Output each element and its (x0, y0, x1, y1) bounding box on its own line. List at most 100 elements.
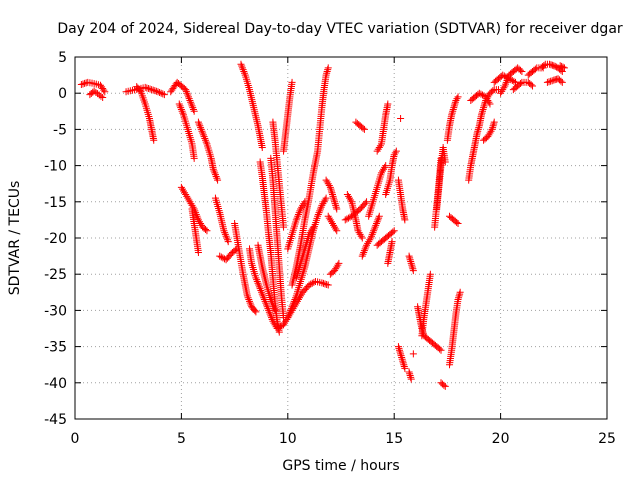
data-point (238, 62, 246, 70)
data-point (489, 122, 497, 130)
data-point (224, 236, 232, 244)
grid (75, 57, 607, 419)
data-point (409, 350, 417, 358)
data-point (314, 210, 322, 218)
data-point (359, 250, 367, 258)
data-point (323, 67, 331, 75)
data-point (294, 212, 302, 220)
data-point (437, 346, 445, 354)
data-point (314, 212, 322, 220)
data-point (185, 196, 193, 204)
series-arc32 (373, 100, 392, 155)
series-arc29 (352, 118, 368, 133)
series-arc18 (245, 245, 332, 332)
data-point (260, 294, 268, 302)
data-point (332, 203, 340, 211)
series-arc48 (443, 93, 462, 144)
data-point (371, 223, 379, 231)
data-point (344, 192, 352, 200)
data-point (305, 230, 313, 238)
data-point (265, 308, 273, 316)
data-point (441, 158, 449, 166)
data-point (292, 294, 300, 302)
data-point (194, 214, 202, 222)
data-point (531, 65, 539, 73)
data-point (320, 198, 328, 206)
data-point (391, 149, 399, 157)
data-point (375, 212, 383, 220)
data-point (456, 290, 464, 298)
series-arc23 (292, 223, 317, 282)
data-point (406, 372, 414, 380)
data-point (373, 218, 381, 226)
data-point (397, 352, 405, 360)
series-arc37 (394, 176, 409, 224)
data-point (550, 62, 558, 70)
data-point (368, 230, 376, 238)
data-point (317, 203, 325, 211)
data-point (518, 67, 526, 75)
data-point (375, 214, 383, 222)
data-point (375, 144, 383, 151)
data-point (451, 100, 459, 108)
data-point (319, 279, 327, 287)
data-point (473, 129, 481, 137)
data-point (325, 182, 333, 190)
data-point (490, 120, 498, 128)
data-point (454, 296, 462, 304)
data-point (448, 109, 456, 117)
data-point (406, 256, 414, 264)
data-point (251, 307, 259, 315)
data-point (222, 232, 230, 240)
series-arc5 (167, 78, 198, 115)
data-point (551, 62, 559, 70)
data-point (186, 198, 194, 206)
data-point (307, 280, 315, 288)
data-point (275, 328, 283, 336)
data-point (177, 104, 185, 112)
y-tick-label: -45 (44, 412, 67, 428)
data-point (360, 125, 368, 133)
data-point (97, 92, 105, 100)
data-point (154, 88, 162, 96)
data-point (241, 69, 249, 77)
data-point (177, 183, 185, 191)
data-point (296, 207, 304, 215)
data-point (362, 243, 370, 251)
data-point (184, 194, 192, 202)
series-arc26 (324, 212, 341, 235)
series-arc36 (397, 115, 405, 123)
data-point (452, 96, 460, 104)
data-point (378, 167, 386, 175)
data-point (358, 234, 366, 242)
data-point (322, 194, 330, 202)
data-point (354, 227, 362, 235)
data-point (545, 78, 553, 86)
data-point (341, 216, 349, 224)
data-point (407, 373, 415, 381)
data-point (451, 98, 459, 106)
data-point (221, 230, 229, 238)
data-point (408, 261, 416, 269)
data-point (398, 355, 406, 363)
data-point (407, 258, 415, 266)
data-point (148, 86, 156, 94)
data-point (187, 200, 195, 208)
data-point (474, 127, 482, 135)
data-point (198, 127, 206, 135)
data-point (315, 209, 323, 217)
data-point (253, 276, 261, 284)
data-point (486, 129, 494, 137)
data-point (185, 95, 193, 103)
data-point (359, 124, 367, 132)
data-point (144, 84, 152, 92)
data-point (499, 86, 507, 94)
y-tick-label: -5 (53, 122, 67, 138)
x-tick-label: 25 (598, 431, 616, 447)
data-point (318, 201, 326, 209)
data-point (409, 267, 417, 275)
data-point (370, 225, 378, 233)
data-point (332, 201, 340, 209)
data-point (366, 236, 374, 244)
series-arc30 (358, 212, 383, 260)
